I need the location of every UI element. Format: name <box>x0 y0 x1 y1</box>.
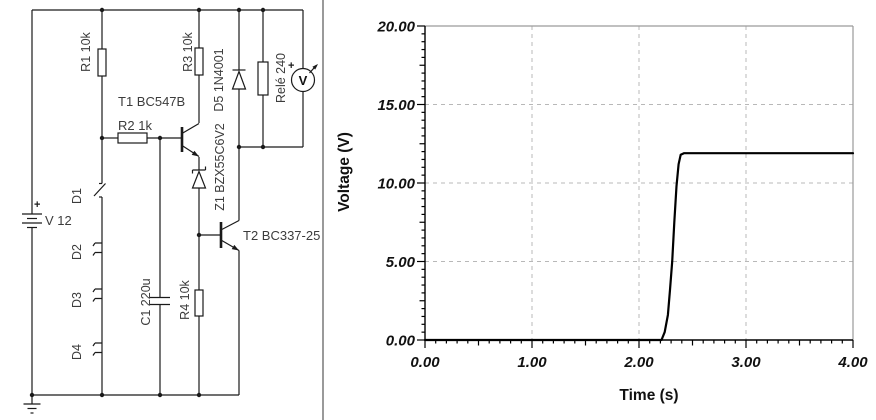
tick-labels: 0.00 1.00 2.00 3.00 4.00 0.00 5.00 10.00 15.00 20… <box>376 19 868 372</box>
r1-label: R1 10k <box>79 31 93 71</box>
battery-v12[interactable]: + V 12 <box>22 199 72 229</box>
voltmeter[interactable]: V + <box>288 60 318 93</box>
d5-label: D5 1N4001 <box>212 48 226 111</box>
x-tick-label: 0.00 <box>410 354 440 371</box>
switch-d2[interactable]: D2 <box>70 242 102 260</box>
ground-symbol <box>23 395 41 414</box>
voltmeter-arrow-icon <box>312 64 318 70</box>
voltage-chart: 0.00 1.00 2.00 3.00 4.00 0.00 5.00 10.00 15.00 20… <box>336 19 868 405</box>
voltmeter-plus-sign: + <box>288 60 294 72</box>
x-axis-title: Time (s) <box>619 387 678 404</box>
voltmeter-symbol: V <box>299 73 308 88</box>
y-tick-label: 20.00 <box>376 19 415 36</box>
schematic-canvas: + V 12 R1 10k R3 10k <box>22 7 320 414</box>
relay-coil[interactable]: Relé 240 <box>257 53 288 103</box>
z1-label: Z1 BZX55C6V2 <box>213 123 227 211</box>
r4-label: R4 10k <box>178 279 192 319</box>
y-tick-label: 0.00 <box>386 333 416 350</box>
transistor-t2[interactable]: T2 BC337-25 <box>219 219 320 252</box>
voltage-curve <box>423 152 855 342</box>
relay-label: Relé 240 <box>274 53 288 103</box>
d1-label: D1 <box>70 188 84 204</box>
y-tick-label: 15.00 <box>377 97 415 114</box>
switch-d4[interactable]: D4 <box>70 342 102 360</box>
resistor-r4[interactable]: R4 10k <box>178 279 204 320</box>
gridlines <box>425 26 853 340</box>
series-voltage <box>423 152 855 342</box>
d4-label: D4 <box>70 344 84 360</box>
resistor-r1[interactable]: R1 10k <box>79 31 107 77</box>
t1-label: T1 BC547B <box>118 94 185 109</box>
axis-ticks <box>417 25 854 348</box>
battery-plus-sign: + <box>34 199 40 211</box>
y-axis-title: Voltage (V) <box>336 132 353 212</box>
t2-label: T2 BC337-25 <box>243 228 320 243</box>
zener-z1[interactable]: Z1 BZX55C6V2 <box>191 123 228 211</box>
plot-frame <box>425 25 854 340</box>
resistor-r3[interactable]: R3 10k <box>181 31 204 76</box>
capacitor-c1[interactable]: C1 220u <box>139 278 170 326</box>
junction-dots <box>29 7 266 398</box>
r3-label: R3 10k <box>181 31 195 71</box>
wires <box>31 9 304 396</box>
y-tick-label: 5.00 <box>386 254 416 271</box>
schematic-panel: + V 12 R1 10k R3 10k <box>0 0 320 420</box>
d3-label: D3 <box>70 292 84 308</box>
battery-label: V 12 <box>45 213 72 228</box>
x-tick-label: 4.00 <box>837 354 868 371</box>
x-tick-label: 3.00 <box>731 354 761 371</box>
switch-d1[interactable]: D1 <box>70 182 106 204</box>
c1-label: C1 220u <box>139 278 153 325</box>
r2-label: R2 1k <box>118 118 152 133</box>
chart-panel: 0.00 1.00 2.00 3.00 4.00 0.00 5.00 10.00 15.00 20… <box>327 0 876 420</box>
diode-d5[interactable]: D5 1N4001 <box>212 48 247 112</box>
x-tick-label: 1.00 <box>517 354 547 371</box>
x-tick-label: 2.00 <box>623 354 654 371</box>
transistor-t1[interactable]: T1 BC547B <box>118 94 200 158</box>
y-tick-label: 10.00 <box>377 176 415 193</box>
switch-d3[interactable]: D3 <box>70 288 102 308</box>
resistor-r2[interactable]: R2 1k <box>117 118 152 144</box>
d2-label: D2 <box>70 244 84 260</box>
